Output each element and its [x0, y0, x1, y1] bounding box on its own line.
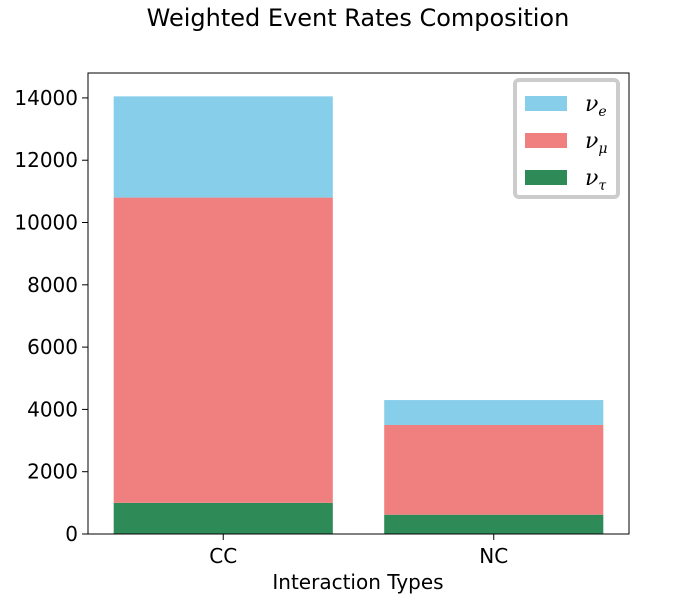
- legend-swatch-1: [525, 133, 567, 148]
- chart-title: Weighted Event Rates Composition: [147, 4, 570, 32]
- x-tick-label-nc: NC: [479, 544, 508, 568]
- legend-label-2: ντ: [585, 166, 606, 194]
- x-tick-label-cc: CC: [209, 544, 237, 568]
- x-axis-label: Interaction Types: [272, 570, 443, 594]
- legend-swatch-2: [525, 170, 567, 185]
- y-tick-label: 12000: [14, 148, 78, 172]
- bar-nc-series-1: [384, 424, 604, 515]
- bars-layer: [113, 96, 604, 534]
- legend-label-1: νμ: [585, 129, 607, 157]
- legend-label-0: νe: [585, 92, 607, 120]
- plot-frame: [87, 72, 630, 535]
- y-tick-label: 0: [65, 522, 78, 546]
- bar-nc-series-0: [384, 514, 604, 534]
- y-tick-label: 2000: [27, 460, 78, 484]
- y-tick-label: 4000: [27, 397, 78, 421]
- x-axis: CC NC: [209, 534, 508, 568]
- y-tick-label: 8000: [27, 273, 78, 297]
- y-axis: 0 2000 4000 6000 8000 10000 12000 14000: [14, 86, 88, 546]
- bar-cc-series-2: [113, 96, 333, 198]
- legend-swatch-0: [525, 96, 567, 111]
- legend: νe νμ ντ: [513, 78, 620, 199]
- bar-cc-series-0: [113, 502, 333, 534]
- y-tick-label: 14000: [14, 86, 78, 110]
- y-tick-label: 6000: [27, 335, 78, 359]
- y-tick-label: 10000: [14, 211, 78, 235]
- bar-nc-series-2: [384, 400, 604, 425]
- bar-cc-series-1: [113, 197, 333, 503]
